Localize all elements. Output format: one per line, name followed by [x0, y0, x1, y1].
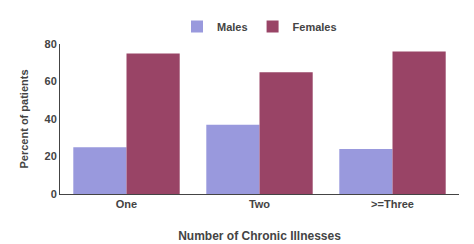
svg-text:Number of Chronic Illnesses: Number of Chronic Illnesses — [178, 229, 341, 243]
svg-text:20: 20 — [45, 150, 57, 162]
svg-text:80: 80 — [45, 38, 57, 50]
svg-text:40: 40 — [45, 113, 57, 125]
svg-text:>=Three: >=Three — [371, 198, 414, 210]
svg-text:Percent of patients: Percent of patients — [18, 69, 30, 168]
svg-text:Two: Two — [249, 198, 270, 210]
svg-text:Females: Females — [293, 21, 337, 33]
svg-text:60: 60 — [45, 75, 57, 87]
svg-text:Males: Males — [217, 21, 248, 33]
svg-text:One: One — [116, 198, 137, 210]
svg-text:0: 0 — [51, 188, 57, 200]
